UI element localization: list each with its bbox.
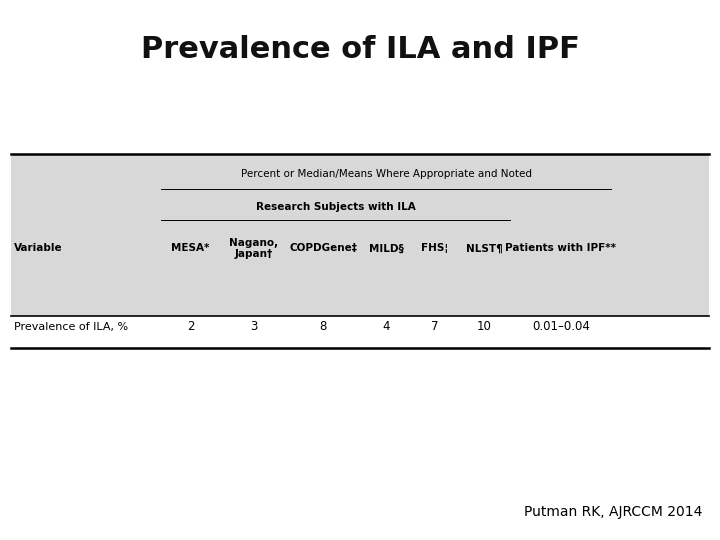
- Text: 7: 7: [431, 320, 438, 333]
- Text: MILD§: MILD§: [369, 244, 404, 253]
- Text: Percent or Median/Means Where Appropriate and Noted: Percent or Median/Means Where Appropriat…: [240, 170, 531, 179]
- Text: 2: 2: [187, 320, 194, 333]
- Text: 10: 10: [477, 320, 492, 333]
- FancyBboxPatch shape: [11, 154, 709, 316]
- Text: Prevalence of ILA, %: Prevalence of ILA, %: [14, 322, 128, 332]
- Text: Nagano,
Japan†: Nagano, Japan†: [229, 238, 278, 259]
- FancyBboxPatch shape: [11, 316, 709, 348]
- Text: 0.01–0.04: 0.01–0.04: [532, 320, 590, 333]
- Text: FHS¦: FHS¦: [421, 244, 449, 253]
- Text: Variable: Variable: [14, 244, 63, 253]
- Text: 8: 8: [320, 320, 327, 333]
- Text: Research Subjects with ILA: Research Subjects with ILA: [256, 202, 415, 212]
- Text: Patients with IPF**: Patients with IPF**: [505, 244, 616, 253]
- Text: MESA*: MESA*: [171, 244, 210, 253]
- Text: NLST¶: NLST¶: [466, 244, 503, 253]
- Text: Putman RK, AJRCCM 2014: Putman RK, AJRCCM 2014: [523, 505, 702, 519]
- Text: Prevalence of ILA and IPF: Prevalence of ILA and IPF: [140, 35, 580, 64]
- Text: 3: 3: [250, 320, 257, 333]
- Text: 4: 4: [382, 320, 390, 333]
- Text: COPDGene‡: COPDGene‡: [289, 244, 357, 253]
